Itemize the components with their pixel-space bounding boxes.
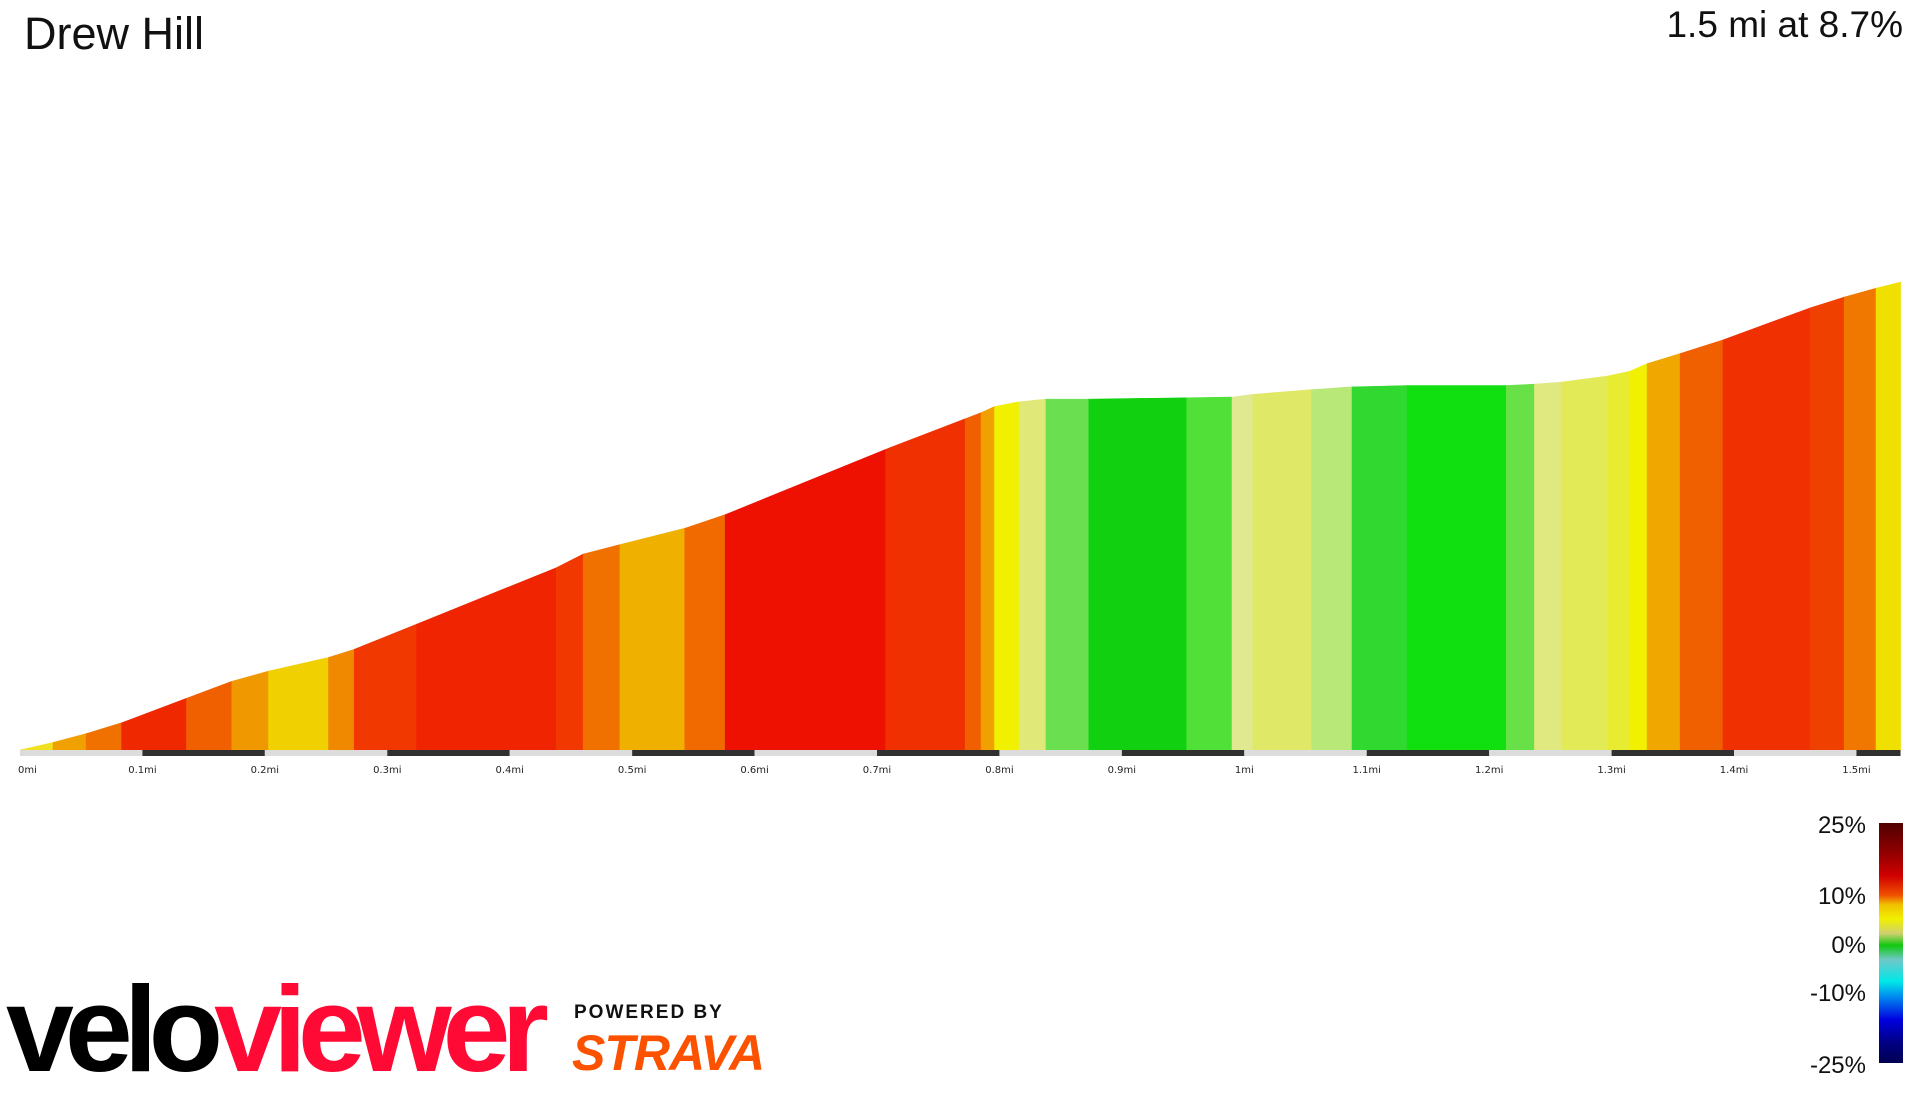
x-tick-label: 0.4mi — [496, 765, 524, 776]
logo-velo: velo — [6, 961, 223, 1097]
profile-segment[interactable] — [684, 514, 726, 751]
profile-segment[interactable] — [619, 527, 686, 751]
distance-scale-band — [1489, 750, 1612, 756]
profile-segment[interactable] — [353, 623, 417, 751]
profile-segment[interactable] — [1045, 398, 1090, 751]
x-tick-label: 0.6mi — [740, 765, 768, 776]
profile-segment[interactable] — [1843, 287, 1877, 751]
profile-segment[interactable] — [1561, 375, 1609, 751]
profile-segment[interactable] — [555, 553, 584, 751]
profile-segment[interactable] — [231, 670, 269, 751]
distance-scale-band — [1366, 750, 1490, 756]
profile-segment[interactable] — [416, 567, 557, 751]
profile-segment[interactable] — [1506, 383, 1535, 751]
x-tick-label: 0.3mi — [373, 765, 401, 776]
x-tick-label: 0.8mi — [985, 765, 1013, 776]
profile-segment[interactable] — [1406, 385, 1507, 751]
x-tick-label: 1.4mi — [1720, 765, 1748, 776]
distance-scale-band — [20, 750, 143, 756]
distance-scale-band — [1121, 750, 1245, 756]
profile-segment[interactable] — [1722, 307, 1811, 751]
profile-segment[interactable] — [121, 697, 187, 751]
profile-segment[interactable] — [1809, 296, 1845, 751]
profile-segment[interactable] — [1186, 396, 1233, 751]
powered-by-label: POWERED BY — [574, 1002, 724, 1023]
profile-segment[interactable] — [1646, 353, 1681, 751]
profile-segment[interactable] — [964, 412, 982, 751]
x-tick-label: 1.1mi — [1353, 765, 1381, 776]
x-tick-label: 1.2mi — [1475, 765, 1503, 776]
profile-segment[interactable] — [1252, 389, 1312, 751]
legend-label-10: 10% — [1817, 883, 1866, 910]
x-tick-label: 0.1mi — [128, 765, 156, 776]
distance-scale-band — [142, 750, 265, 756]
veloviewer-logo[interactable]: veloviewer — [6, 968, 549, 1090]
profile-segment[interactable] — [1351, 385, 1408, 751]
profile-segment[interactable] — [19, 742, 54, 751]
profile-segment[interactable] — [1679, 339, 1724, 751]
x-tick-label: 0.5mi — [618, 765, 646, 776]
distance-scale-band — [632, 750, 755, 756]
profile-segment[interactable] — [980, 406, 995, 751]
distance-scale-band — [999, 750, 1122, 756]
profile-segment[interactable] — [328, 648, 355, 751]
profile-segment[interactable] — [1018, 398, 1047, 751]
profile-segment[interactable] — [186, 680, 233, 751]
profile-segment[interactable] — [1088, 397, 1188, 751]
distance-scale-band — [754, 750, 878, 756]
profile-segment[interactable] — [994, 401, 1020, 751]
gradient-color-legend — [1879, 823, 1903, 1063]
profile-segment[interactable] — [1534, 381, 1562, 751]
profile-segment[interactable] — [1311, 386, 1353, 751]
distance-scale-band — [1244, 750, 1367, 756]
x-tick-label: 1.5mi — [1842, 765, 1870, 776]
profile-segment[interactable] — [582, 544, 621, 751]
profile-segment[interactable] — [724, 448, 886, 751]
distance-scale-band — [877, 750, 1000, 756]
distance-scale-band — [509, 750, 633, 756]
x-tick-label: 0.2mi — [251, 765, 279, 776]
profile-segment[interactable] — [1607, 370, 1631, 751]
profile-segment[interactable] — [885, 418, 966, 751]
x-tick-label: 1mi — [1235, 765, 1254, 776]
distance-scale-band — [1734, 750, 1857, 756]
x-tick-label: 0mi — [18, 765, 37, 776]
profile-segment[interactable] — [85, 722, 122, 751]
x-tick-label: 0.9mi — [1108, 765, 1136, 776]
logo-viewer: viewer — [214, 961, 549, 1097]
x-tick-label: 0.7mi — [863, 765, 891, 776]
distance-scale-band — [387, 750, 510, 756]
legend-label-25: 25% — [1817, 812, 1866, 839]
strava-logo[interactable]: STRAVA — [572, 1025, 765, 1081]
segment-title: Drew Hill — [24, 8, 204, 59]
distance-scale-band — [264, 750, 388, 756]
legend-label-0: 0% — [1831, 932, 1866, 959]
profile-segment[interactable] — [268, 657, 329, 751]
x-tick-label: 1.3mi — [1597, 765, 1625, 776]
profile-segment[interactable] — [1231, 394, 1254, 751]
segment-summary: 1.5 mi at 8.7% — [1666, 4, 1903, 45]
legend-label-neg10: -10% — [1809, 980, 1866, 1007]
profile-segment[interactable] — [52, 733, 87, 751]
elevation-profile-chart: 0mi 0.1mi 0.2mi 0.3mi 0.4mi 0.5mi 0.6mi 0.7mi 0.… — [18, 281, 1901, 776]
profile-segment[interactable] — [1875, 281, 1901, 751]
distance-scale-band — [1856, 750, 1901, 756]
profile-segment[interactable] — [1629, 363, 1648, 751]
distance-scale-band — [1611, 750, 1735, 756]
legend-label-neg25: -25% — [1809, 1052, 1866, 1079]
